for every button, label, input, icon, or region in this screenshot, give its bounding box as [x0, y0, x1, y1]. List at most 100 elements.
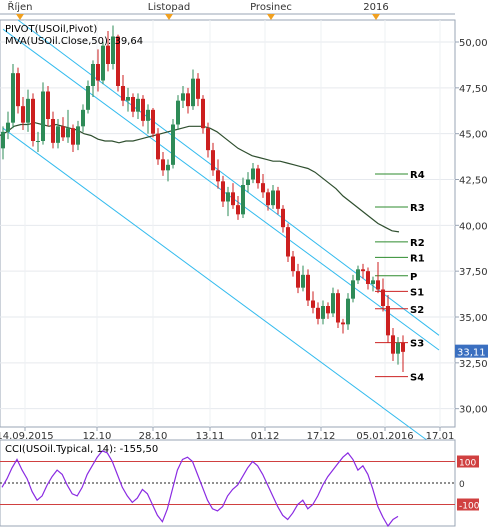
candle-body [276, 190, 280, 209]
candle-body [196, 78, 200, 99]
candle [131, 93, 135, 118]
month-label: Říjen [8, 0, 33, 13]
candle [146, 104, 150, 134]
pivot-levels: R4 R3 R2 R1 P S1 S2 S3 S4 [375, 170, 425, 384]
date-tick-label: 14.09.2015 [0, 431, 54, 442]
candle-body [251, 168, 255, 180]
month-label: 2016 [363, 2, 388, 13]
price-tick-label: 30,00 [459, 405, 488, 416]
candle [56, 119, 60, 149]
candle [376, 262, 380, 294]
price-tick-label: 42,50 [459, 176, 488, 187]
candle [81, 104, 85, 132]
mva-study-value: 39,64 [114, 36, 143, 47]
candle-body [361, 269, 365, 272]
candle [141, 95, 145, 127]
candle [396, 337, 400, 365]
candle-body [256, 168, 260, 184]
candle-body [386, 306, 390, 336]
cci-levels: 100 0 -100 [0, 455, 480, 512]
candle [246, 172, 250, 193]
candle-body [296, 271, 300, 288]
candle [351, 274, 355, 303]
candle-body [146, 109, 150, 121]
candle [51, 111, 55, 149]
candle [26, 89, 30, 132]
candle [161, 152, 165, 176]
candle [241, 177, 245, 218]
candle-body [141, 98, 145, 121]
candle [256, 164, 260, 189]
mva-study-label: MVA(USOil.Close,50): 39,64 [5, 36, 143, 47]
candle-body [391, 335, 395, 354]
date-tick-label: 12.10 [83, 431, 112, 442]
candle [46, 86, 50, 127]
date-tick-label: 01.12 [251, 431, 280, 442]
candle [41, 82, 45, 145]
candle-body [291, 256, 295, 272]
candle-body [136, 98, 140, 112]
price-tick-label: 50,00 [459, 38, 488, 49]
candle-body [266, 192, 270, 206]
candle [306, 269, 310, 306]
cci-level-badge [457, 455, 479, 468]
pivot-label: S3 [410, 339, 424, 350]
pivot-label: R1 [410, 253, 425, 264]
candle [106, 31, 110, 72]
candle [271, 185, 275, 209]
cci-line [1, 450, 399, 528]
candle-body [216, 170, 220, 182]
candle-body [171, 124, 175, 165]
month-marker [267, 14, 275, 20]
candle [76, 120, 80, 151]
pivot-study-label: PIVOT(USOil,Pivot) [5, 24, 97, 35]
candle [401, 335, 405, 372]
candle-body [336, 293, 340, 323]
candle-body [331, 293, 335, 314]
mva-line [0, 122, 400, 233]
candle [136, 93, 140, 119]
last-price-label: 33,11 [457, 348, 486, 359]
candle [316, 302, 320, 325]
candle [101, 42, 105, 85]
candle-body [241, 185, 245, 215]
candle [296, 263, 300, 294]
candle-body [221, 181, 225, 202]
candle-body [36, 141, 40, 142]
candle-body [6, 122, 10, 132]
candle-body [281, 208, 285, 228]
date-tick-label: 05.01.2016 [356, 431, 413, 442]
candle-body [226, 192, 230, 202]
date-tick-label: 17.12 [307, 431, 336, 442]
candle-body [201, 98, 205, 129]
candle-body [126, 97, 130, 101]
pivot-label: R3 [410, 203, 425, 214]
candle [381, 278, 385, 312]
candle [371, 276, 375, 292]
candle [281, 205, 285, 233]
cci-level-badge [457, 498, 479, 511]
candle-body [301, 274, 305, 288]
candle [236, 196, 240, 220]
candle-body [1, 131, 5, 149]
candle [16, 67, 20, 114]
candle [301, 265, 305, 292]
cci-level-label: 0 [459, 480, 465, 490]
candle-body [326, 306, 330, 314]
candle-body [356, 269, 360, 281]
candle-body [156, 133, 160, 160]
candle [11, 64, 15, 129]
candle [111, 25, 115, 70]
candle-body [61, 126, 65, 138]
candle [201, 95, 205, 134]
price-axis: 50,00 47,50 45,00 42,50 40,00 37,50 35,00 32,50… [455, 38, 488, 416]
candle [151, 108, 155, 138]
candle [116, 34, 120, 92]
candle [36, 131, 40, 152]
month-markers: Říjen Listopad Prosinec 2016 [0, 0, 455, 20]
candle-body [316, 307, 320, 319]
cci-label: CCI(USOil.Typical, 14): -155,50 [5, 444, 158, 455]
candle [156, 128, 160, 165]
candle [226, 186, 230, 217]
candle [211, 142, 215, 176]
